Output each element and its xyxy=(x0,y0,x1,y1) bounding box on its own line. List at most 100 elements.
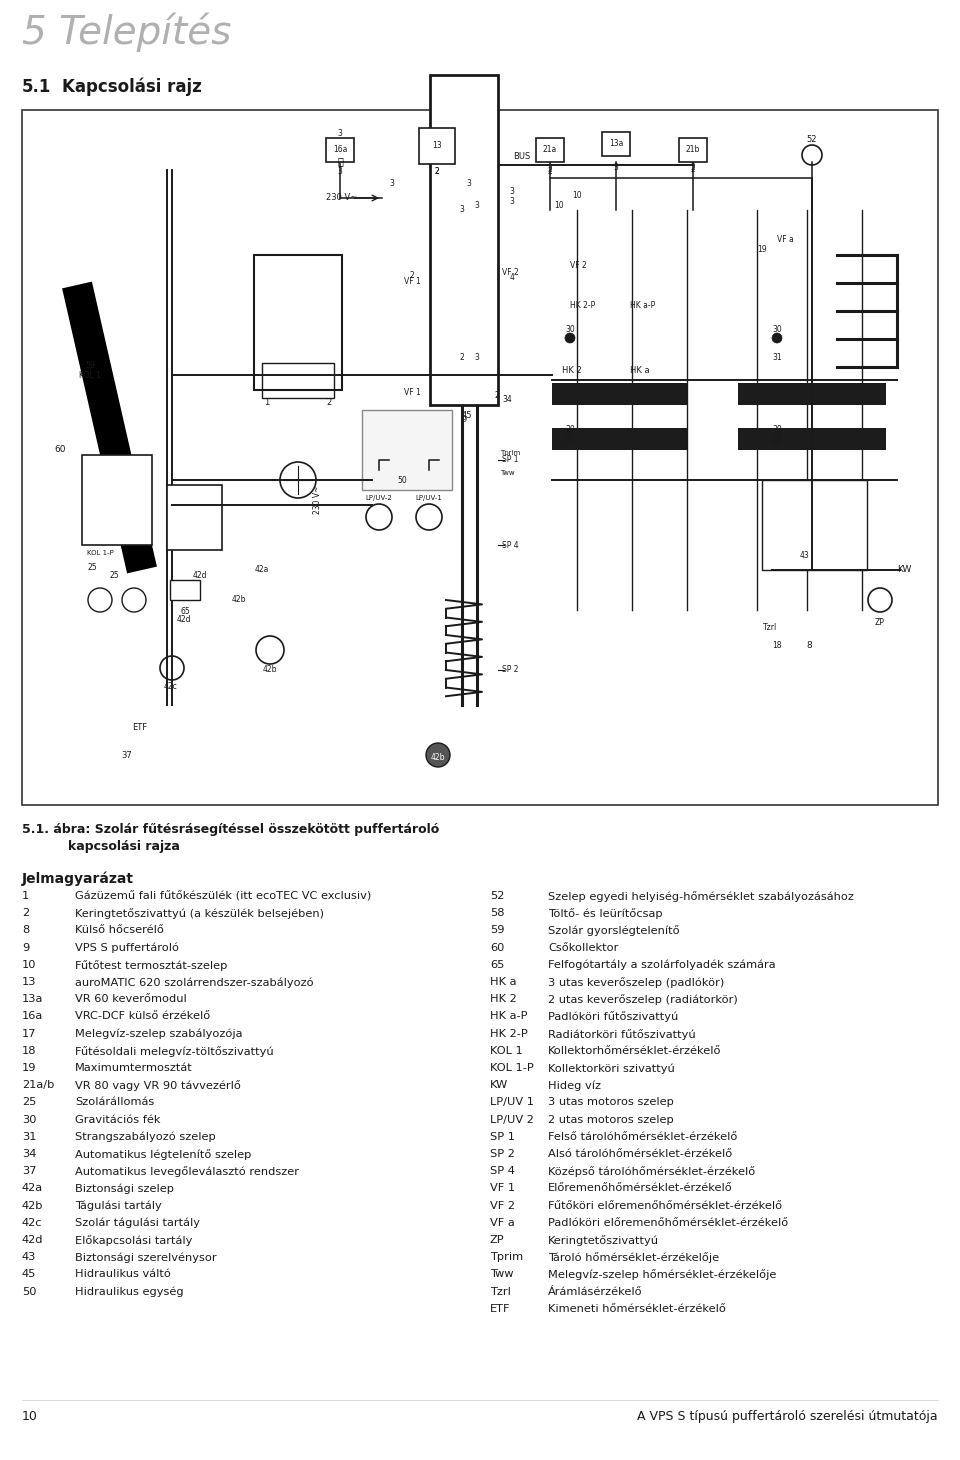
Text: 3: 3 xyxy=(474,200,479,209)
Text: Tzrl: Tzrl xyxy=(763,623,778,632)
Text: 37: 37 xyxy=(122,750,132,759)
Text: LP/UV-2: LP/UV-2 xyxy=(366,495,393,501)
Text: 45: 45 xyxy=(22,1269,36,1279)
Text: 2: 2 xyxy=(547,168,552,177)
Text: 3: 3 xyxy=(467,178,471,187)
Text: 31: 31 xyxy=(772,353,781,362)
Text: Strangszabályozó szelep: Strangszabályozó szelep xyxy=(75,1132,216,1142)
Bar xyxy=(738,383,886,404)
Text: SP 1: SP 1 xyxy=(502,456,518,464)
Circle shape xyxy=(426,743,450,766)
Text: 10: 10 xyxy=(22,1410,37,1424)
Text: 17: 17 xyxy=(22,1029,36,1038)
Text: HK 2-P: HK 2-P xyxy=(490,1029,528,1038)
Text: Jelmagyarázat: Jelmagyarázat xyxy=(22,872,134,886)
Circle shape xyxy=(772,333,782,343)
Text: 34: 34 xyxy=(502,396,512,404)
Text: Előkapcsolási tartály: Előkapcsolási tartály xyxy=(75,1235,192,1245)
Text: 2: 2 xyxy=(494,390,499,400)
Text: 1: 1 xyxy=(264,399,269,407)
Text: 50: 50 xyxy=(22,1286,36,1296)
Circle shape xyxy=(565,333,575,343)
Bar xyxy=(167,485,222,550)
Text: Kollektorhőmérséklet-érzékelő: Kollektorhőmérséklet-érzékelő xyxy=(548,1045,722,1056)
Text: LP/UV 2: LP/UV 2 xyxy=(490,1114,534,1124)
Text: 25: 25 xyxy=(22,1098,36,1107)
Text: 1: 1 xyxy=(22,891,29,901)
Text: 52: 52 xyxy=(806,136,817,145)
Text: 2: 2 xyxy=(547,165,552,175)
Text: 31: 31 xyxy=(22,1132,36,1142)
Text: Keringtetőszivattyú: Keringtetőszivattyú xyxy=(548,1235,659,1245)
Text: VF a: VF a xyxy=(777,235,794,244)
Text: VF a: VF a xyxy=(490,1218,515,1228)
Text: Melegvíz-szelep hőmérséklet-érzékelője: Melegvíz-szelep hőmérséklet-érzékelője xyxy=(548,1269,777,1280)
Text: 2: 2 xyxy=(22,908,29,918)
Text: 2 utas keverőszelep (radiátorkör): 2 utas keverőszelep (radiátorkör) xyxy=(548,994,737,1004)
Text: 59: 59 xyxy=(490,926,505,936)
Text: 19: 19 xyxy=(757,245,767,254)
Text: HK 2: HK 2 xyxy=(490,994,516,1004)
Text: 42d: 42d xyxy=(177,615,191,623)
Text: BUS: BUS xyxy=(514,152,531,161)
Text: ETF: ETF xyxy=(132,724,147,733)
Text: 5.1: 5.1 xyxy=(22,77,52,96)
Text: 42b: 42b xyxy=(22,1200,43,1210)
Text: 230 V~: 230 V~ xyxy=(326,194,357,203)
Text: 18: 18 xyxy=(22,1045,36,1056)
Text: Középső tárolóhőmérséklet-érzékelő: Középső tárolóhőmérséklet-érzékelő xyxy=(548,1167,756,1177)
Text: 📡: 📡 xyxy=(337,156,343,166)
Bar xyxy=(362,410,452,491)
Text: 42d: 42d xyxy=(22,1235,43,1245)
Text: Keringtetőszivattyú (a készülék belsejében): Keringtetőszivattyú (a készülék belsejéb… xyxy=(75,908,324,920)
Text: 42b: 42b xyxy=(232,596,247,604)
Text: 42c: 42c xyxy=(22,1218,42,1228)
Text: VPS S puffertároló: VPS S puffertároló xyxy=(75,943,179,953)
Text: ZP: ZP xyxy=(490,1235,505,1245)
Text: Kimeneti hőmérséklet-érzékelő: Kimeneti hőmérséklet-érzékelő xyxy=(548,1304,726,1314)
Text: 43: 43 xyxy=(22,1253,36,1263)
Text: Tww: Tww xyxy=(490,1269,514,1279)
Text: 230 V~: 230 V~ xyxy=(313,486,322,514)
Text: 10: 10 xyxy=(22,959,36,969)
Text: 16a: 16a xyxy=(333,146,348,155)
Text: Hideg víz: Hideg víz xyxy=(548,1080,601,1091)
Bar xyxy=(430,74,498,404)
Text: 18: 18 xyxy=(772,641,781,650)
Text: VR 80 vagy VR 90 távvezérlő: VR 80 vagy VR 90 távvezérlő xyxy=(75,1080,241,1091)
Text: 25: 25 xyxy=(109,571,119,580)
Bar xyxy=(82,456,152,545)
Text: VF 1: VF 1 xyxy=(490,1184,516,1193)
Text: 30: 30 xyxy=(565,425,575,435)
Bar xyxy=(762,480,867,569)
Text: 42a: 42a xyxy=(22,1184,43,1193)
Text: 2: 2 xyxy=(435,168,440,177)
Text: kapcsolási rajza: kapcsolási rajza xyxy=(68,839,180,853)
Text: ZP: ZP xyxy=(876,618,885,626)
Text: VRC-DCF külső érzékelő: VRC-DCF külső érzékelő xyxy=(75,1012,210,1022)
Text: 3: 3 xyxy=(474,353,479,362)
Text: HK a-P: HK a-P xyxy=(630,301,656,310)
Text: Gázüzemű fali fűtőkészülék (itt ecoTEC VC exclusiv): Gázüzemű fali fűtőkészülék (itt ecoTEC V… xyxy=(75,891,372,901)
Text: 30: 30 xyxy=(565,326,575,334)
Text: Tágulási tartály: Tágulási tartály xyxy=(75,1200,161,1212)
Text: 2: 2 xyxy=(690,162,695,171)
Text: Padlóköri előremenőhőmérséklet-érzékelő: Padlóköri előremenőhőmérséklet-érzékelő xyxy=(548,1218,788,1228)
Text: Automatikus légtelenítő szelep: Automatikus légtelenítő szelep xyxy=(75,1149,252,1159)
Text: auroMATIC 620 szolárrendszer-szabályozó: auroMATIC 620 szolárrendszer-szabályozó xyxy=(75,977,314,987)
Bar xyxy=(679,139,707,162)
Text: Fűtésoldali melegvíz-töltőszivattyú: Fűtésoldali melegvíz-töltőszivattyú xyxy=(75,1045,274,1057)
Text: 50: 50 xyxy=(397,476,407,485)
Text: 9: 9 xyxy=(462,415,467,423)
Text: KW: KW xyxy=(897,565,911,574)
Text: 52: 52 xyxy=(490,891,504,901)
Text: Előremenőhőmérséklet-érzékelő: Előremenőhőmérséklet-érzékelő xyxy=(548,1184,732,1193)
Text: KOL 1-P: KOL 1-P xyxy=(87,550,113,556)
Text: HK 2: HK 2 xyxy=(562,366,582,375)
Text: 21a/b: 21a/b xyxy=(22,1080,55,1091)
Text: Fűtőtest termosztát-szelep: Fűtőtest termosztát-szelep xyxy=(75,959,228,971)
Text: 30: 30 xyxy=(772,326,781,334)
Text: A VPS S típusú puffertároló szerelési útmutatója: A VPS S típusú puffertároló szerelési út… xyxy=(637,1410,938,1424)
Text: Tzrl: Tzrl xyxy=(490,1286,511,1296)
Bar xyxy=(254,255,342,390)
